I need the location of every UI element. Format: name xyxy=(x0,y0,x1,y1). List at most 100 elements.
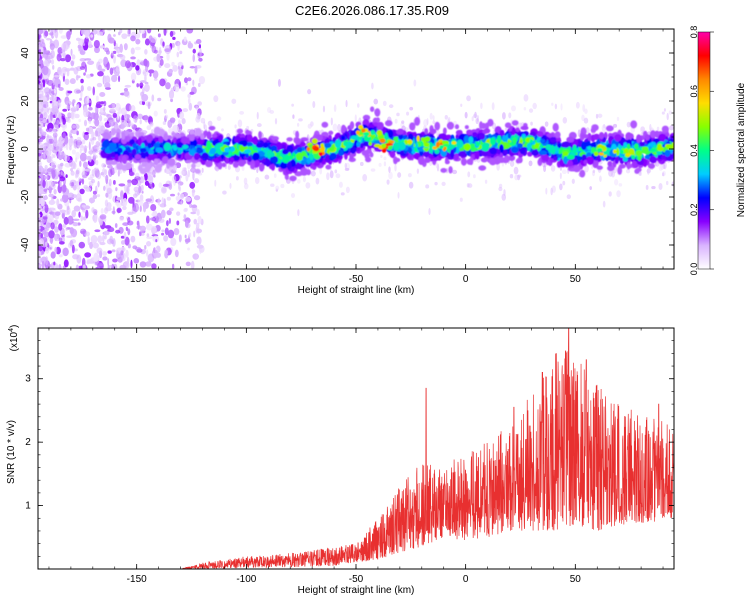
spectrogram-cell xyxy=(426,118,429,125)
spectrogram-cell xyxy=(148,149,155,155)
spectrogram-cell xyxy=(64,123,68,129)
spectrogram-cell xyxy=(178,234,182,242)
spectrogram-cell xyxy=(295,130,300,140)
spectrogram-cell xyxy=(172,36,176,41)
spectrogram-cell xyxy=(180,199,183,206)
spectrogram-cell xyxy=(188,232,192,238)
spectrogram-cell xyxy=(84,168,91,172)
spectrogram-cell xyxy=(85,127,90,132)
spectrogram-cell xyxy=(69,239,74,247)
spectrogram-cell xyxy=(72,254,79,260)
spectrogram-cell xyxy=(89,148,93,156)
spectrogram-cell xyxy=(614,179,619,186)
spectrogram-cell xyxy=(127,211,134,215)
spectrogram-cell xyxy=(560,103,563,111)
spectrogram-cell xyxy=(97,235,103,243)
spectrogram-cell xyxy=(92,151,96,158)
spectrogram-cell xyxy=(82,174,88,179)
spectrogram-cell xyxy=(82,161,88,169)
spectrogram-cell xyxy=(108,37,115,44)
spectrogram-cell xyxy=(187,42,194,49)
spectrogram-cell xyxy=(182,144,189,150)
spectrogram-cell xyxy=(130,105,136,113)
spectrogram-hotspot xyxy=(539,138,546,144)
spectrogram-cell xyxy=(503,149,508,156)
spectrogram-cell xyxy=(557,142,562,149)
figure-title: C2E6.2026.086.17.35.R09 xyxy=(295,3,449,18)
spectrogram-cell xyxy=(139,261,147,268)
spectrogram-cell xyxy=(42,79,45,84)
spectrogram-cell xyxy=(135,172,140,178)
spectrogram-cell xyxy=(38,221,41,227)
spectrogram-cell xyxy=(149,217,156,221)
spectrogram-cell xyxy=(670,135,674,141)
spectrogram-cell xyxy=(62,153,67,161)
spectrogram-cell xyxy=(148,69,155,74)
spectrogram-cell xyxy=(644,154,651,160)
spectrogram-cell xyxy=(82,264,86,269)
spectrogram-cell xyxy=(88,197,96,204)
spectrogram-cell xyxy=(658,133,667,141)
spectrogram-cell xyxy=(296,147,303,153)
spectrogram-cell xyxy=(163,235,169,242)
spectrogram-cell xyxy=(503,189,506,197)
spectrogram-cell xyxy=(67,112,71,117)
spectrogram-cell xyxy=(124,236,130,246)
spectrogram-cell xyxy=(333,104,337,113)
spectrogram-cell xyxy=(294,137,301,145)
spectrogram-cell xyxy=(139,205,142,212)
spectrogram-cell xyxy=(82,216,87,221)
spectrogram-cell xyxy=(56,198,60,207)
spectrogram-cell xyxy=(38,255,42,265)
spectrogram-cell xyxy=(168,89,175,100)
spectrogram-cell xyxy=(177,182,181,190)
spectrogram-hotspot xyxy=(416,135,420,142)
spectrogram-cell xyxy=(504,122,512,129)
spectrogram-cell xyxy=(196,148,204,154)
spectrogram-cell xyxy=(523,94,529,102)
spectrogram-cell xyxy=(401,120,405,124)
spectrogram-cell xyxy=(60,58,66,62)
spectrogram-cell xyxy=(582,104,586,112)
spectrogram-cell xyxy=(123,231,127,240)
spectrogram-cell xyxy=(455,129,463,136)
spectrogram-cell xyxy=(298,141,306,147)
spectrogram-cell xyxy=(44,30,49,37)
spectrogram-cell xyxy=(182,108,189,113)
spectrogram-cell xyxy=(644,134,650,141)
spectrogram-cell xyxy=(49,236,54,245)
spectrogram-cell xyxy=(236,128,244,134)
spectrogram-cell xyxy=(464,125,469,130)
spectrogram-cell xyxy=(163,132,169,141)
spectrogram-cell xyxy=(277,78,281,87)
spectrogram-cell xyxy=(473,174,476,179)
spectrogram-cell xyxy=(90,34,94,38)
spectrogram-cell xyxy=(84,29,90,39)
spectrogram-cell xyxy=(224,147,230,153)
spectrogram-cell xyxy=(235,176,239,181)
spectrogram-cell xyxy=(595,113,599,119)
spectrogram-cell xyxy=(58,87,64,91)
spectrogram-cell xyxy=(71,209,77,218)
spectrogram-cell xyxy=(168,68,173,74)
spectrogram-cell xyxy=(52,101,59,108)
spectrogram-cell xyxy=(80,78,84,84)
spectrogram-cell xyxy=(184,196,192,202)
spectrogram-cell xyxy=(100,207,104,214)
spectrogram-cell xyxy=(148,35,153,41)
spectrogram-cell xyxy=(140,184,144,192)
spectrogram-cell xyxy=(561,141,568,148)
spectrogram-cell xyxy=(177,42,180,51)
spectrogram-cell xyxy=(137,164,143,172)
spectrogram-cell xyxy=(464,111,468,119)
spectrogram-cell xyxy=(90,235,98,244)
spectrogram-cell xyxy=(114,153,119,162)
spectrogram-cell xyxy=(72,99,76,104)
spectrogram-cell xyxy=(268,151,275,158)
spectrogram-hotspot xyxy=(368,142,372,146)
spectrogram-cell xyxy=(95,103,102,109)
spectrogram-cell xyxy=(170,98,174,103)
spectrogram-cell xyxy=(169,117,176,123)
spectrogram-cell xyxy=(467,183,473,188)
spectrogram-cell xyxy=(67,215,74,225)
